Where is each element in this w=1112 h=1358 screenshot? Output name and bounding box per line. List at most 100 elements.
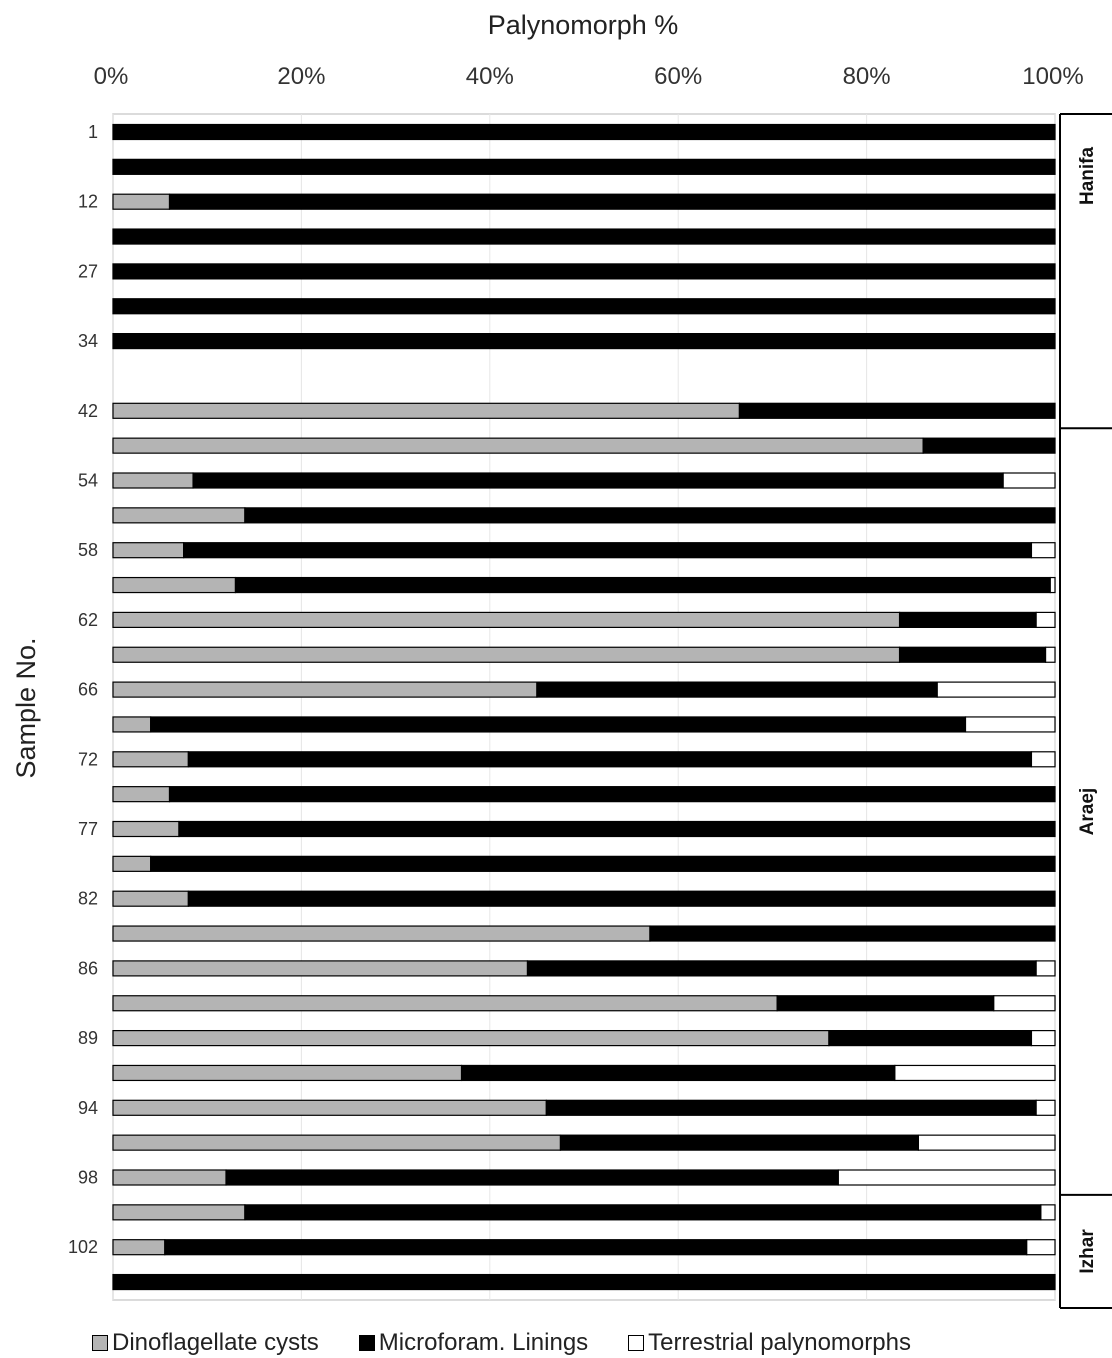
- bar-segment: [164, 1239, 1028, 1256]
- bar-segment: [545, 1099, 1037, 1116]
- bar-segment: [112, 611, 901, 629]
- legend-label-terrestrial: Terrestrial palynomorphs: [648, 1329, 911, 1356]
- bar-segment: [112, 507, 246, 524]
- legend-item-terrestrial: Terrestrial palynomorphs: [628, 1329, 911, 1357]
- bar-segment: [112, 1064, 463, 1082]
- bar-segment: [536, 681, 938, 698]
- bar-segment: [936, 681, 1056, 698]
- sample-label: 58: [78, 540, 98, 560]
- legend-label-microforam: Microforam. Linings: [378, 1329, 589, 1356]
- y-axis-label: Sample No.: [11, 637, 41, 778]
- plot-frame: [112, 113, 1056, 1301]
- bar-segment: [738, 402, 1056, 419]
- bar-segment: [192, 472, 1004, 489]
- bar-segment: [526, 960, 1037, 977]
- legend-swatch-microforam: [358, 1335, 375, 1351]
- formation-label: Hanifa: [1077, 147, 1098, 206]
- bar-segment: [898, 646, 1047, 663]
- bar-segment: [112, 228, 1056, 245]
- sample-label: 62: [78, 610, 98, 630]
- bar-segment: [1035, 611, 1056, 629]
- x-tick-label: 60%: [654, 63, 702, 90]
- x-tick-label: 20%: [277, 63, 325, 90]
- bar-segment: [1049, 576, 1056, 594]
- bar-segment: [150, 716, 967, 733]
- bar-segment: [112, 646, 901, 663]
- bar-segment: [112, 542, 185, 559]
- bar-segment: [112, 193, 171, 210]
- bar-segment: [112, 472, 194, 489]
- x-tick-label: 80%: [843, 63, 891, 90]
- formation-label: Izhar: [1077, 1229, 1098, 1274]
- bar-segment: [178, 820, 1056, 838]
- bar-segment: [112, 576, 237, 594]
- bar-segment: [649, 925, 1056, 942]
- bar-segment: [1030, 1029, 1056, 1047]
- sample-label: 94: [78, 1098, 98, 1118]
- legend-item-dinoflagellate: Dinoflagellate cysts: [92, 1329, 319, 1357]
- bar-segment: [244, 507, 1056, 524]
- bar-segment: [1030, 542, 1056, 559]
- bar-segment: [112, 123, 1056, 141]
- bar-segment: [112, 298, 1056, 315]
- bar-segment: [112, 681, 538, 698]
- bar-segment: [112, 402, 741, 419]
- sample-label: 86: [78, 958, 98, 978]
- legend: Dinoflagellate cysts Microforam. Linings…: [92, 1328, 911, 1358]
- formation-column: Hanifa Araej Izhar: [1059, 113, 1112, 1309]
- bar-segment: [1035, 960, 1056, 977]
- sample-label: 77: [78, 819, 98, 839]
- bar-segment: [112, 716, 152, 733]
- bar-segment: [460, 1064, 896, 1082]
- sample-label: 54: [78, 471, 98, 491]
- bar-segment: [112, 263, 1056, 280]
- bar-segment: [234, 576, 1051, 594]
- bar-segment: [112, 925, 651, 942]
- bar-segment: [187, 751, 1033, 768]
- sample-label: 102: [68, 1237, 98, 1257]
- sample-label: 66: [78, 680, 98, 700]
- sample-label: 42: [78, 401, 98, 421]
- bar-segment: [828, 1029, 1033, 1047]
- chart-title: Palynomorph %: [488, 10, 679, 40]
- bar-segment: [168, 786, 1056, 803]
- legend-swatch-dinoflagellate: [92, 1335, 108, 1351]
- bar-segment: [837, 1169, 1056, 1186]
- bar-segment: [1044, 646, 1056, 663]
- x-tick-label: 0%: [94, 63, 129, 90]
- sample-label: 72: [78, 749, 98, 769]
- bar-segment: [112, 890, 189, 907]
- bar-segment: [1040, 1204, 1056, 1221]
- sample-label: 27: [78, 261, 98, 281]
- bar-segment: [1002, 472, 1056, 489]
- bar-segment: [112, 1029, 830, 1047]
- bar-segment: [112, 158, 1056, 175]
- bar-segment: [1030, 751, 1056, 768]
- bar-segment: [112, 820, 180, 838]
- stacked-bar-chart: Palynomorph % Sample No. 0% 20% 40% 60% 80% 1…: [11, 10, 1112, 1309]
- bar-segment: [1026, 1239, 1056, 1256]
- bar-segment: [112, 1099, 547, 1116]
- x-tick-labels: 0% 20% 40% 60% 80% 100%: [94, 63, 1084, 90]
- bar-segment: [898, 611, 1037, 629]
- bars: [112, 123, 1056, 1291]
- bar-segment: [112, 1204, 246, 1221]
- sample-label: 89: [78, 1028, 98, 1048]
- bar-segment: [112, 1239, 166, 1256]
- bar-segment: [183, 542, 1033, 559]
- bar-segment: [112, 1273, 1056, 1291]
- bar-segment: [776, 995, 995, 1012]
- bar-segment: [559, 1134, 920, 1151]
- sample-label: 98: [78, 1168, 98, 1188]
- bar-segment: [917, 1134, 1056, 1151]
- formation-label: Araej: [1077, 788, 1098, 836]
- sample-labels: 1 12 27 34 42 54 58 62 66 72 77 82 86 89 94 98 102: [68, 122, 98, 1257]
- bar-segment: [112, 960, 529, 977]
- bar-segment: [112, 751, 189, 768]
- sample-label: 82: [78, 889, 98, 909]
- legend-item-microforam: Microforam. Linings: [358, 1329, 589, 1357]
- legend-label-dinoflagellate: Dinoflagellate cysts: [112, 1329, 319, 1356]
- x-tick-label: 100%: [1022, 63, 1083, 90]
- bar-segment: [922, 437, 1056, 454]
- bar-segment: [112, 995, 778, 1012]
